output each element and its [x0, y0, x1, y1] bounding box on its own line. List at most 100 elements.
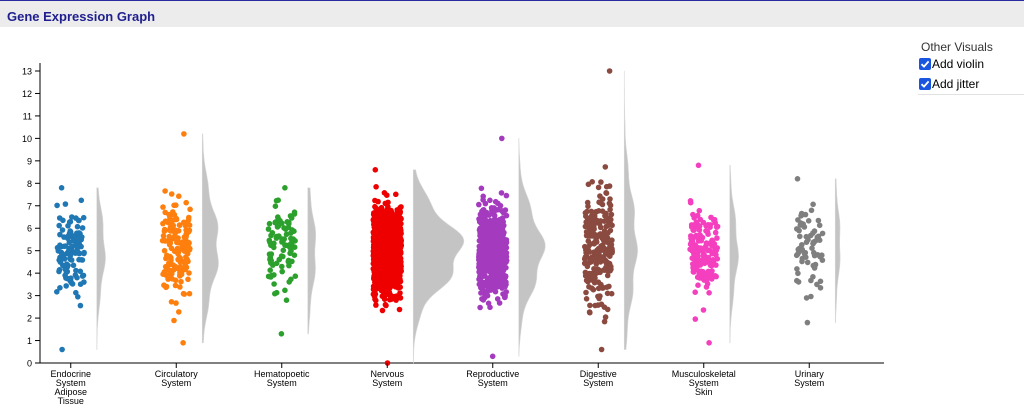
data-point [604, 284, 610, 291]
data-point [54, 289, 60, 295]
data-point [187, 206, 193, 213]
series-group [476, 135, 546, 360]
data-point [79, 257, 86, 263]
data-point [396, 306, 403, 313]
data-point [62, 266, 68, 272]
data-point [372, 259, 379, 266]
data-point [599, 201, 606, 208]
data-point [692, 260, 698, 266]
data-point [604, 306, 611, 313]
data-point [291, 252, 298, 258]
data-point [697, 216, 704, 223]
add-violin-option[interactable]: Add violin [918, 57, 1024, 71]
data-point [477, 304, 483, 311]
data-point [810, 240, 816, 247]
data-point [608, 245, 614, 251]
data-point [489, 251, 495, 258]
data-point [700, 252, 706, 259]
data-point [377, 223, 384, 229]
series-points [54, 185, 87, 353]
data-point [696, 270, 702, 277]
data-point [803, 254, 809, 260]
data-point [700, 307, 707, 313]
data-point [280, 247, 287, 254]
data-point [695, 282, 701, 288]
y-tick-label: 12 [22, 89, 32, 99]
data-point [598, 346, 605, 353]
data-point [175, 228, 182, 234]
data-point [496, 300, 503, 306]
data-point [54, 202, 60, 209]
data-point [177, 284, 183, 290]
checkmark-icon [920, 60, 930, 68]
data-point [163, 284, 169, 291]
y-tick-label: 9 [27, 156, 32, 166]
data-point [810, 201, 816, 208]
data-point [491, 216, 498, 223]
data-point [397, 210, 403, 217]
data-point [281, 225, 287, 231]
x-tick-label-line: System [689, 378, 719, 388]
data-point [164, 252, 170, 259]
data-point [176, 193, 182, 199]
data-point [176, 222, 183, 228]
data-point [598, 179, 604, 185]
data-point [605, 267, 611, 273]
add-violin-checkbox[interactable] [919, 58, 931, 70]
data-point [384, 207, 390, 213]
data-point [178, 271, 185, 278]
data-point [388, 238, 395, 244]
y-tick-label: 13 [22, 67, 32, 77]
data-point [606, 200, 613, 207]
data-point [65, 248, 72, 255]
data-point [266, 220, 273, 227]
data-point [169, 211, 175, 218]
data-point [268, 274, 274, 280]
data-point [75, 236, 82, 242]
violin-shape [729, 164, 739, 344]
violin-shape [96, 187, 106, 350]
data-point [77, 302, 84, 309]
data-point [591, 249, 597, 255]
data-point [601, 238, 607, 244]
data-point [397, 250, 403, 257]
data-point [62, 272, 68, 279]
data-point [486, 229, 493, 236]
data-point [492, 259, 498, 266]
data-point [478, 290, 484, 296]
x-tick-label: Musculoskeletal System Skin [672, 369, 736, 397]
add-jitter-option[interactable]: Add jitter [918, 77, 1024, 91]
data-point [78, 197, 85, 204]
data-point [500, 222, 506, 228]
data-point [186, 227, 193, 234]
x-tick-label-line: System [56, 378, 86, 388]
data-point [794, 176, 801, 182]
data-point [587, 309, 593, 316]
add-jitter-checkbox[interactable] [919, 78, 931, 90]
data-point [398, 220, 404, 227]
data-point [817, 285, 824, 291]
data-point [183, 244, 189, 251]
data-point [57, 285, 63, 291]
data-point [397, 239, 403, 246]
data-point [595, 184, 602, 191]
data-point [710, 259, 717, 265]
y-tick-label: 7 [27, 201, 32, 211]
data-point [81, 250, 87, 257]
data-point [709, 276, 715, 282]
data-point [604, 290, 611, 297]
data-point [581, 260, 588, 267]
data-point [703, 284, 710, 290]
options-panel-title: Other Visuals [921, 40, 993, 54]
data-point [75, 217, 82, 224]
data-point [381, 249, 387, 255]
data-point [808, 207, 815, 214]
data-point [64, 235, 71, 242]
data-point [386, 289, 393, 296]
data-point [480, 214, 487, 220]
data-point [814, 234, 821, 241]
data-point [68, 275, 74, 281]
data-point [606, 222, 612, 228]
data-point [590, 233, 596, 239]
